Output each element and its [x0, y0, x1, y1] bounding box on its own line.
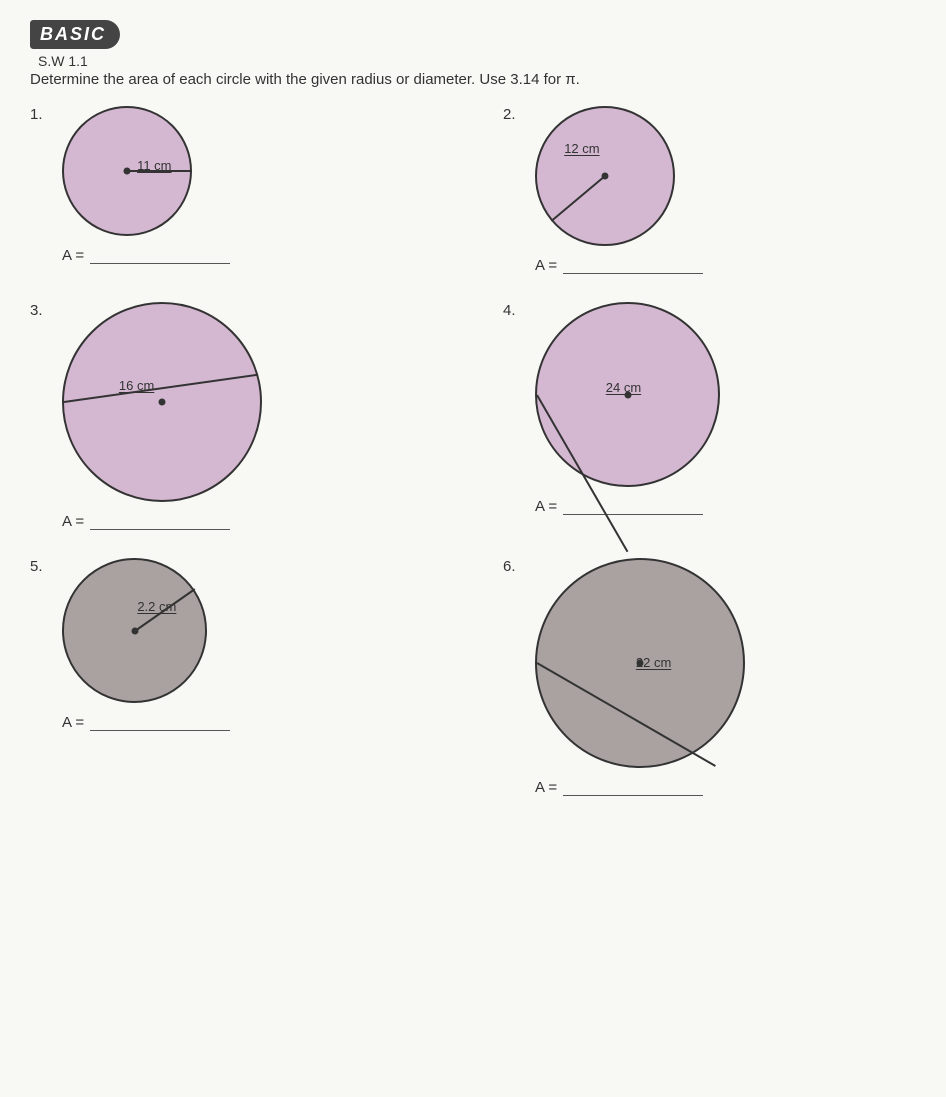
radius-line: [551, 175, 606, 222]
circle-figure: 24 cm: [535, 302, 720, 487]
answer-blank[interactable]: [90, 246, 230, 264]
problem-number: 5.: [30, 558, 52, 575]
answer-prefix: A =: [62, 513, 84, 530]
problem: 6. 22 cm A =: [503, 558, 916, 796]
answer-row: A =: [535, 778, 703, 796]
problem-number: 4.: [503, 302, 525, 319]
measurement-label: 24 cm: [606, 380, 641, 395]
circle-shape: 12 cm: [535, 106, 675, 246]
answer-prefix: A =: [62, 247, 84, 264]
measurement-label: 16 cm: [119, 378, 154, 393]
circle-figure: 22 cm: [535, 558, 745, 768]
answer-prefix: A =: [535, 257, 557, 274]
answer-row: A =: [62, 512, 230, 530]
problem-body: 2.2 cm A =: [62, 558, 230, 731]
center-dot: [124, 168, 131, 175]
problem-body: 24 cm A =: [535, 302, 720, 515]
answer-prefix: A =: [62, 714, 84, 731]
answer-prefix: A =: [535, 779, 557, 796]
circle-figure: 11 cm: [62, 106, 192, 236]
answer-row: A =: [535, 497, 703, 515]
answer-blank[interactable]: [563, 778, 703, 796]
measurement-label: 11 cm: [137, 158, 171, 173]
answer-row: A =: [62, 246, 230, 264]
measurement-label: 22 cm: [636, 655, 671, 670]
answer-blank[interactable]: [90, 713, 230, 731]
basic-badge: BASIC: [30, 20, 120, 49]
measurement-label: 12 cm: [564, 141, 599, 156]
circle-shape: 16 cm: [62, 302, 262, 502]
circle-figure: 12 cm: [535, 106, 675, 246]
center-dot: [131, 627, 138, 634]
answer-prefix: A =: [535, 498, 557, 515]
measurement-label: 2.2 cm: [137, 599, 176, 614]
problem-number: 2.: [503, 106, 525, 123]
problem-number: 3.: [30, 302, 52, 319]
problem: 1. 11 cm A =: [30, 106, 443, 274]
sw-label: S.W 1.1: [38, 53, 916, 69]
problem: 3. 16 cm A =: [30, 302, 443, 530]
circle-shape: 2.2 cm: [62, 558, 207, 703]
center-dot: [159, 399, 166, 406]
problem-number: 1.: [30, 106, 52, 123]
problems-grid: 1. 11 cm A = 2. 12 cm A = 3. 16 cm A = 4. 24 cm A =…: [30, 106, 916, 796]
center-dot: [602, 173, 609, 180]
answer-row: A =: [62, 713, 230, 731]
problem-body: 12 cm A =: [535, 106, 703, 274]
answer-blank[interactable]: [90, 512, 230, 530]
problem: 4. 24 cm A =: [503, 302, 916, 530]
answer-blank[interactable]: [563, 497, 703, 515]
circle-shape: 24 cm: [535, 302, 720, 487]
instructions-text: Determine the area of each circle with t…: [30, 71, 916, 88]
problem-body: 22 cm A =: [535, 558, 745, 796]
problem: 2. 12 cm A =: [503, 106, 916, 274]
diameter-line: [537, 662, 716, 767]
answer-row: A =: [535, 256, 703, 274]
circle-figure: 16 cm: [62, 302, 262, 502]
circle-shape: 11 cm: [62, 106, 192, 236]
page-header: BASIC S.W 1.1 Determine the area of each…: [30, 20, 916, 88]
problem-body: 11 cm A =: [62, 106, 230, 264]
circle-figure: 2.2 cm: [62, 558, 207, 703]
diameter-line: [536, 394, 628, 552]
circle-shape: 22 cm: [535, 558, 745, 768]
problem: 5. 2.2 cm A =: [30, 558, 443, 796]
problem-body: 16 cm A =: [62, 302, 262, 530]
problem-number: 6.: [503, 558, 525, 575]
answer-blank[interactable]: [563, 256, 703, 274]
